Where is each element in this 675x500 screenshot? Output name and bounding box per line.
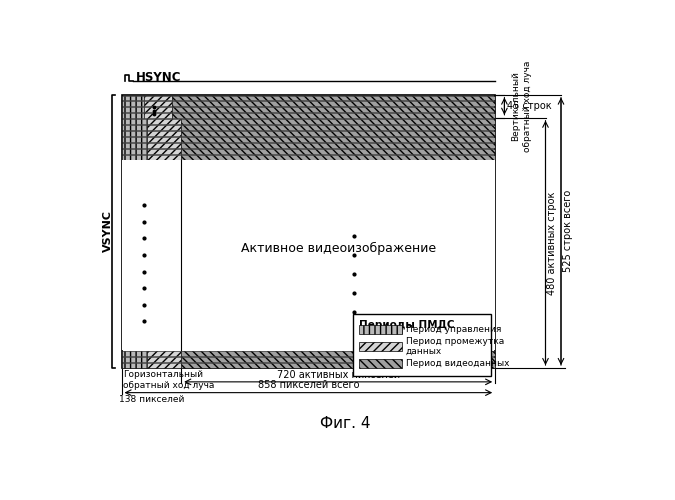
Bar [122,102,144,106]
Text: Активное видеоизображение: Активное видеоизображение [240,242,436,256]
Bar [182,131,495,136]
Bar [359,325,402,334]
Bar [146,125,182,130]
Bar [122,119,146,124]
Bar [172,96,495,100]
Bar [146,155,182,160]
Bar [146,131,182,136]
Text: Фиг. 4: Фиг. 4 [321,416,371,431]
Bar [122,94,495,368]
Bar [182,357,495,362]
Text: VSYNC: VSYNC [103,210,113,252]
Bar [122,131,146,136]
Text: Период управления: Период управления [406,325,502,334]
Bar [182,155,495,160]
Text: Периоды ПМДС: Периоды ПМДС [359,320,455,330]
Bar [182,351,495,356]
Bar [172,113,495,117]
Text: 480 активных строк: 480 активных строк [547,191,557,294]
Bar [122,357,146,362]
Bar [353,314,491,376]
Bar [122,113,144,117]
Bar [182,125,495,130]
Bar [359,342,402,351]
Bar [172,107,495,112]
Bar [122,155,146,160]
Text: Вертикальный
обратный ход луча: Вертикальный обратный ход луча [512,60,531,152]
Bar [146,143,182,148]
Bar [122,160,495,350]
Bar [144,107,172,112]
Bar [146,357,182,362]
Text: 720 активных пикселей: 720 активных пикселей [277,370,400,380]
Bar [144,96,172,100]
Bar [182,143,495,148]
Bar [122,363,146,368]
Text: Период видеоданных: Период видеоданных [406,359,510,368]
Bar [122,351,146,356]
Text: HSYNC: HSYNC [136,71,182,84]
Bar [359,359,402,368]
Bar [172,102,495,106]
Bar [182,149,495,154]
Bar [146,149,182,154]
Bar [144,102,172,106]
Text: Горизонтальный
обратный ход луча: Горизонтальный обратный ход луча [123,370,215,390]
Text: 138 пикселей: 138 пикселей [119,395,184,404]
Bar [122,137,146,142]
Text: 45 строк: 45 строк [507,101,551,111]
Bar [122,143,146,148]
Text: Период промежутка
данных: Период промежутка данных [406,336,504,356]
Bar [146,363,182,368]
Bar [182,137,495,142]
Bar [146,137,182,142]
Bar [122,149,146,154]
Bar [144,113,172,117]
Bar [122,107,144,112]
Bar [122,125,146,130]
Bar [182,119,495,124]
Bar [122,96,144,100]
Text: 858 пикселей всего: 858 пикселей всего [258,380,359,390]
Bar [146,119,182,124]
Bar [182,363,495,368]
Text: 525 строк всего: 525 строк всего [562,190,572,272]
Bar [146,351,182,356]
